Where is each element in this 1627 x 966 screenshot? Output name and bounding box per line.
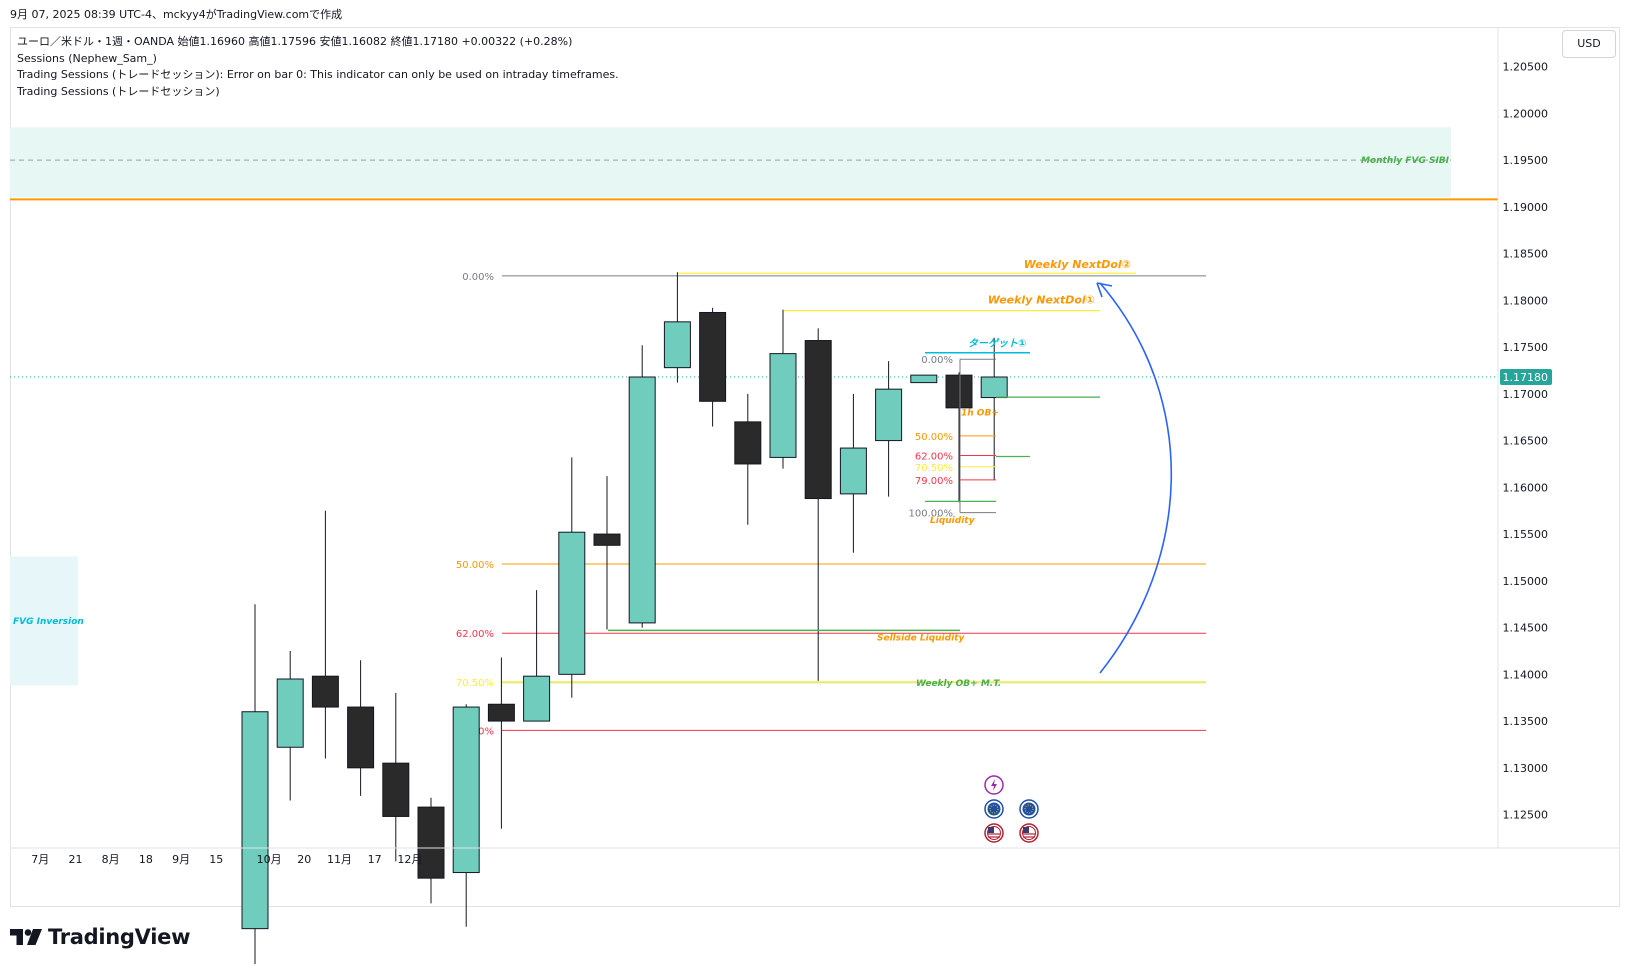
- symbol-ohlc-line[interactable]: ユーロ／米ドル・1週・OANDA 始値1.16960 高値1.17596 安値1…: [17, 35, 573, 48]
- chart-legend: ユーロ／米ドル・1週・OANDA 始値1.16960 高値1.17596 安値1…: [17, 34, 619, 100]
- publish-note: 9月 07, 2025 08:39 UTC-4、mckyy4がTradingVi…: [10, 8, 343, 21]
- indicator-trading-sessions-error[interactable]: Trading Sessions (トレードセッション): Error on b…: [17, 68, 619, 81]
- tradingview-wordmark: TradingView: [48, 925, 191, 949]
- chart-frame[interactable]: [10, 27, 1620, 907]
- indicator-sessions[interactable]: Sessions (Nephew_Sam_): [17, 51, 157, 65]
- indicator-trading-sessions[interactable]: Trading Sessions (トレードセッション): [17, 84, 220, 98]
- tradingview-logo-icon: [10, 929, 42, 945]
- tradingview-logo[interactable]: TradingView: [10, 922, 190, 952]
- currency-button[interactable]: USD: [1562, 30, 1616, 58]
